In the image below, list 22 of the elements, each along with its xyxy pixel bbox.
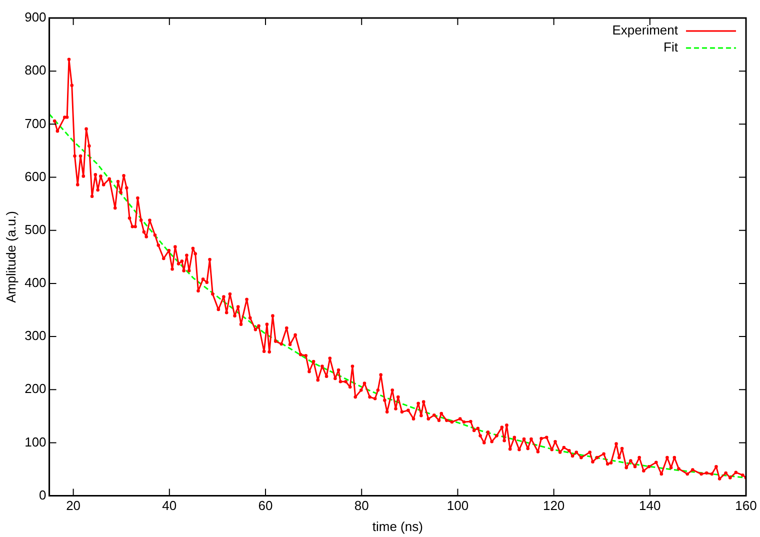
legend-label: Experiment (612, 22, 678, 38)
x-tick-label: 60 (258, 498, 273, 514)
y-tick-label: 300 (24, 328, 46, 344)
x-tick-label: 120 (542, 498, 565, 514)
x-tick-label: 100 (446, 498, 469, 514)
y-tick-label: 900 (24, 10, 46, 25)
legend-label: Fit (664, 40, 678, 55)
x-axis-title: time (ns) (372, 518, 423, 534)
y-tick-label: 800 (24, 62, 46, 78)
y-tick-label: 0 (39, 487, 46, 502)
y-axis-title: Amplitude (a.u.) (3, 211, 18, 303)
y-tick-label: 500 (24, 222, 46, 237)
y-tick-label: 100 (24, 434, 46, 450)
x-tick-label: 160 (735, 498, 757, 514)
y-tick-label: 200 (24, 381, 46, 396)
x-tick-label: 20 (66, 498, 81, 514)
y-tick-label: 700 (24, 116, 46, 131)
y-tick-label: 600 (24, 168, 46, 184)
x-tick-label: 80 (354, 498, 369, 514)
y-tick-label: 400 (24, 275, 46, 290)
x-tick-label: 140 (639, 498, 661, 514)
x-tick-label: 40 (162, 498, 177, 514)
